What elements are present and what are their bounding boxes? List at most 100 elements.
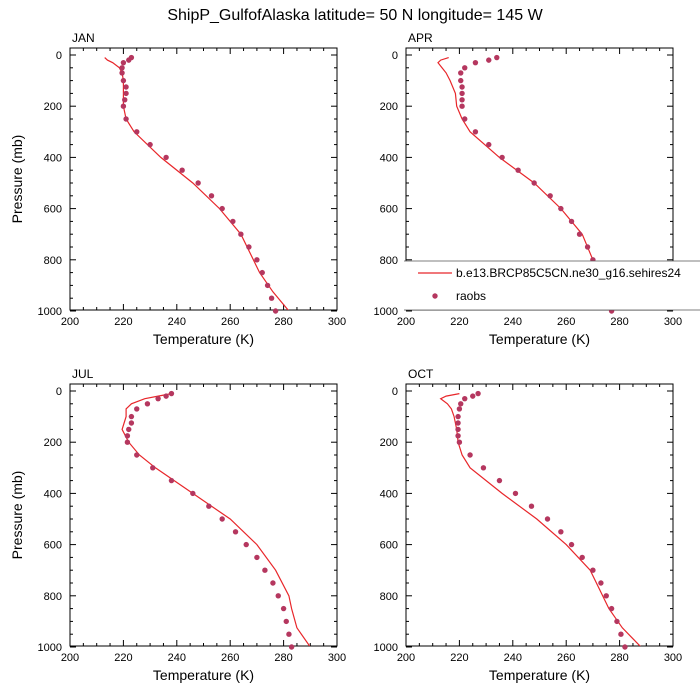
raobs-point (246, 244, 252, 250)
raobs-point (455, 420, 461, 426)
raobs-point (219, 205, 225, 212)
y-tick-label: 1000 (374, 642, 398, 654)
raobs-point (254, 257, 260, 263)
y-tick-label: 200 (44, 437, 62, 449)
raobs-point (144, 401, 151, 407)
x-tick-label: 200 (61, 316, 79, 328)
raobs-point (128, 420, 135, 426)
raobs-point (590, 567, 596, 573)
raobs-point (275, 593, 281, 599)
y-tick-label: 200 (380, 437, 398, 449)
x-axis-title: Temperature (K) (489, 331, 590, 347)
x-tick-label: 260 (221, 652, 239, 664)
panel-label: JAN (72, 31, 95, 45)
x-tick-label: 200 (397, 316, 415, 328)
raobs-point (259, 269, 265, 276)
raobs-point (134, 129, 140, 135)
raobs-point (195, 180, 201, 186)
x-axis-title: Temperature (K) (489, 667, 590, 683)
y-tick-label: 800 (380, 255, 398, 267)
panel-jul: 200 220 240 260 280 300 0 200 400 600 800 1000 JUL Te… (9, 367, 346, 683)
legend-box (404, 261, 700, 310)
plot-frame (69, 47, 338, 311)
raobs-point (462, 116, 468, 122)
raobs-point (123, 116, 129, 122)
x-tick-label: 240 (168, 652, 186, 664)
raobs-point (280, 605, 287, 612)
x-tick-label: 260 (557, 316, 575, 328)
raobs-point (568, 541, 575, 548)
x-axis-title: Temperature (K) (153, 331, 254, 347)
raobs-point (119, 70, 125, 76)
raobs-point (124, 433, 131, 439)
raobs-point (486, 57, 492, 63)
raobs-point (243, 541, 249, 548)
raobs-point (147, 141, 153, 148)
x-tick-label: 260 (557, 652, 575, 664)
raobs-point (219, 516, 225, 522)
raobs-point (458, 401, 464, 407)
raobs-point (120, 103, 127, 109)
raobs-point (262, 567, 268, 573)
x-tick-label: 240 (168, 316, 186, 328)
raobs-point (472, 59, 479, 66)
raobs-point (499, 154, 505, 161)
y-tick-label: 200 (380, 101, 398, 113)
raobs-point (126, 57, 132, 63)
x-tick-label: 260 (221, 316, 239, 328)
raobs-point (123, 84, 129, 90)
raobs-point (134, 406, 140, 412)
plot-frame (405, 383, 674, 647)
raobs-point (456, 439, 463, 445)
raobs-point (232, 529, 239, 535)
raobs-point (288, 644, 295, 650)
raobs-point (496, 477, 503, 484)
raobs-point (254, 554, 260, 561)
y-tick-label: 0 (56, 50, 62, 62)
raobs-point (286, 631, 292, 637)
raobs-point (472, 129, 479, 135)
chart-title: ShipP_GulfofAlaska latitude= 50 N longit… (167, 7, 543, 24)
raobs-point (531, 180, 537, 186)
y-tick-label: 600 (44, 204, 62, 216)
raobs-point (163, 393, 169, 399)
x-tick-label: 220 (114, 316, 132, 328)
x-axis-title: Temperature (K) (153, 667, 254, 683)
x-tick-label: 240 (504, 652, 522, 664)
panel-label: OCT (408, 367, 434, 381)
raobs-point (486, 141, 492, 148)
panel-oct: 200 220 240 260 280 300 0 200 400 600 800 1000 OCT Te… (374, 367, 683, 683)
y-tick-label: 400 (380, 488, 398, 500)
raobs-point (190, 490, 196, 497)
raobs-point (512, 490, 519, 497)
raobs-point (208, 193, 215, 199)
raobs-point (568, 218, 575, 225)
y-tick-label: 1000 (38, 306, 62, 318)
y-tick-label: 1000 (38, 642, 62, 654)
legend-raobs-label: raobs (456, 289, 486, 303)
raobs-point (179, 167, 185, 173)
y-axis-title: Pressure (mb) (9, 471, 25, 560)
y-tick-label: 800 (44, 591, 62, 603)
panel-label: APR (408, 31, 433, 45)
raobs-point (268, 295, 275, 301)
raobs-point (614, 618, 620, 625)
raobs-point (120, 77, 127, 84)
raobs-point (455, 433, 461, 439)
y-tick-label: 400 (44, 488, 62, 500)
x-tick-label: 280 (610, 316, 628, 328)
panel-jan: 200 220 240 260 280 300 0 200 400 600 800 1000 JAN Te… (9, 31, 346, 347)
x-tick-label: 300 (664, 316, 682, 328)
raobs-point (494, 54, 500, 61)
y-tick-label: 800 (380, 591, 398, 603)
raobs-point (264, 282, 271, 289)
raobs-point (558, 205, 564, 212)
raobs-point (603, 593, 609, 599)
raobs-point (515, 167, 521, 173)
raobs-point (206, 503, 212, 509)
x-tick-label: 220 (450, 316, 468, 328)
x-tick-label: 280 (610, 652, 628, 664)
x-tick-label: 200 (61, 652, 79, 664)
raobs-point (122, 97, 128, 103)
